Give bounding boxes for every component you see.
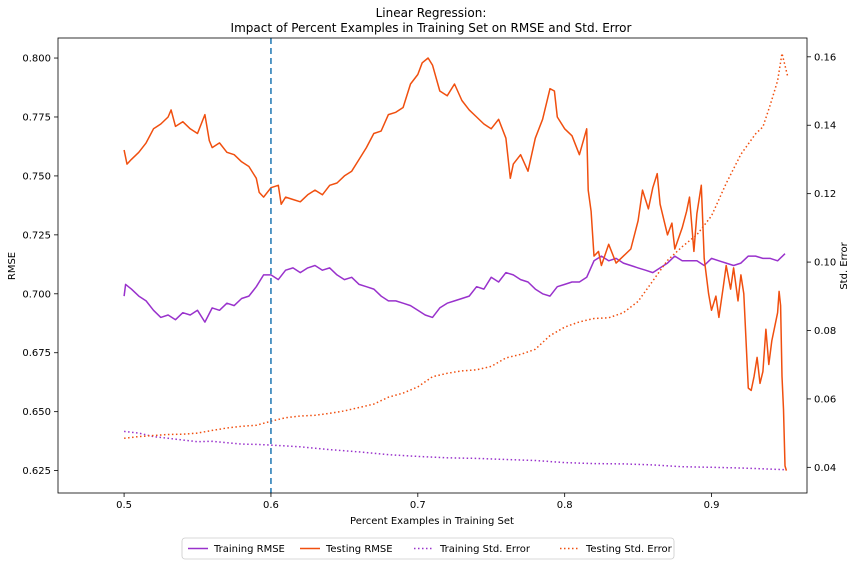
y-tick-label: 0.675 (22, 348, 51, 359)
legend-label: Training Std. Error (439, 544, 531, 555)
y-axis-left: 0.625 0.650 0.675 0.700 0.725 0.750 0.775 0.800 (22, 54, 58, 477)
x-tick-label: 0.8 (557, 500, 573, 511)
y-axis-right: 0.04 0.06 0.08 0.10 0.12 0.14 0.16 (807, 52, 836, 474)
y2-tick-label: 0.08 (814, 326, 836, 337)
y-tick-label: 0.725 (22, 230, 51, 241)
y2-tick-label: 0.10 (814, 258, 836, 269)
legend-label: Training RMSE (213, 544, 285, 555)
y2-axis-label: Std. Error (839, 241, 850, 289)
x-axis-label: Percent Examples in Training Set (350, 516, 514, 527)
plot-frame (57, 37, 808, 494)
y-tick-label: 0.750 (22, 171, 51, 182)
y2-tick-label: 0.12 (814, 189, 836, 200)
series-line-training-std-error (124, 430, 786, 471)
legend-label: Testing RMSE (325, 544, 393, 555)
chart-title-line-2: Impact of Percent Examples in Training S… (231, 21, 632, 35)
y-tick-label: 0.700 (22, 289, 51, 300)
y2-tick-label: 0.06 (814, 394, 836, 405)
x-tick-label: 0.9 (704, 500, 720, 511)
series-line-testing-std-error (124, 52, 789, 440)
chart-title-line-1: Linear Regression: (376, 6, 487, 20)
y2-tick-label: 0.04 (814, 463, 836, 474)
x-axis: 0.5 0.6 0.7 0.8 0.9 (116, 493, 719, 511)
y2-tick-label: 0.16 (814, 52, 836, 63)
plot-area (123, 38, 789, 493)
x-tick-label: 0.7 (410, 500, 426, 511)
y-tick-label: 0.800 (22, 54, 51, 65)
chart-title: Linear Regression: Impact of Percent Exa… (231, 6, 632, 35)
x-tick-label: 0.6 (263, 500, 279, 511)
legend-box (181, 537, 675, 560)
y-axis-label: RMSE (7, 252, 18, 280)
x-tick-label: 0.5 (116, 500, 132, 511)
legend: Training RMSE Testing RMSE Training Std. E… (181, 537, 675, 560)
y2-tick-label: 0.14 (814, 121, 836, 132)
series-line-testing-rmse (123, 57, 788, 471)
series-line-training-rmse (123, 253, 786, 323)
y-tick-label: 0.775 (22, 112, 51, 123)
legend-label: Testing Std. Error (585, 544, 673, 555)
y-tick-label: 0.650 (22, 407, 51, 418)
y-tick-label: 0.625 (22, 466, 51, 477)
